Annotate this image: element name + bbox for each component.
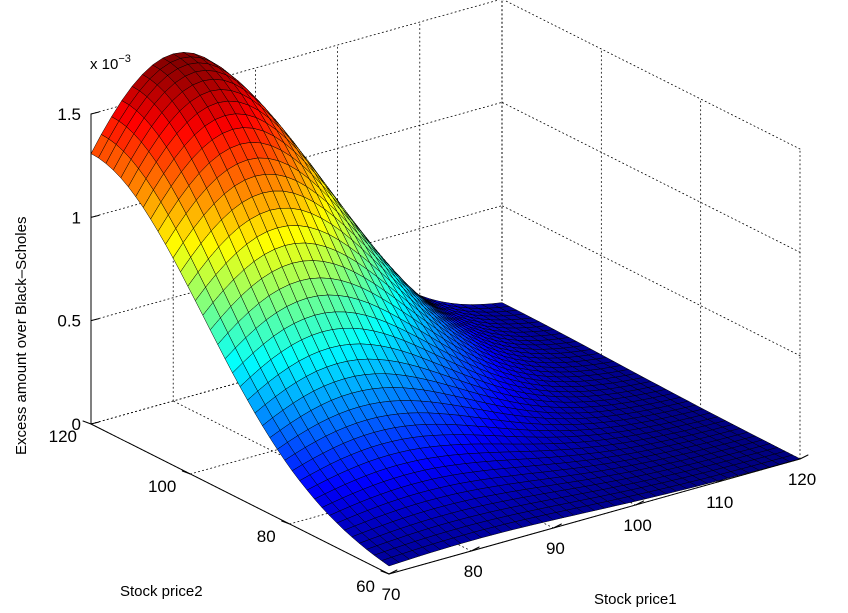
grid-line-y xyxy=(189,358,602,475)
x-tick-label: 100 xyxy=(623,516,651,535)
x-tick-label: 70 xyxy=(382,585,401,604)
z-exponent-power: −3 xyxy=(118,53,131,65)
y-tick-label: 60 xyxy=(356,577,375,596)
z-tick-mark xyxy=(90,111,100,115)
z-tick-label: 1.5 xyxy=(57,105,81,124)
surface-patch xyxy=(782,454,801,462)
z-exponent-label: x 10−3 xyxy=(90,53,131,73)
y-axis-line xyxy=(90,423,390,575)
x-tick-mark xyxy=(388,569,398,575)
x-tick-label: 80 xyxy=(464,562,483,581)
axes xyxy=(82,111,809,575)
z-tick-label: 0 xyxy=(72,415,81,434)
x-tick-label: 90 xyxy=(546,539,565,558)
x-tick-mark xyxy=(799,454,809,460)
z-tick-mark xyxy=(90,421,100,425)
x-tick-mark xyxy=(635,500,645,506)
z-tick-label: 1 xyxy=(72,208,81,227)
grid-line-y xyxy=(90,308,503,425)
y-tick-mark xyxy=(181,470,191,475)
x-axis-label: Stock price1 xyxy=(594,591,677,608)
grid-line-z xyxy=(90,205,503,322)
x-axis-line xyxy=(388,458,801,575)
y-tick-label: 120 xyxy=(49,427,77,446)
grid-line-z xyxy=(501,101,801,253)
x-tick-label: 110 xyxy=(706,493,733,512)
x-tick-mark xyxy=(470,546,480,552)
y-tick-mark xyxy=(380,570,390,575)
surface-mesh xyxy=(90,52,801,567)
y-tick-mark xyxy=(82,420,92,425)
z-tick-label: 0.5 xyxy=(57,312,81,331)
grid-line-z xyxy=(501,205,801,357)
grid-line-z xyxy=(503,0,801,150)
x-tick-mark xyxy=(552,523,562,529)
z-exponent-base: x 10 xyxy=(90,56,118,73)
y-tick-label: 80 xyxy=(257,527,276,546)
y-axis-label: Stock price2 xyxy=(120,583,203,600)
x-tick-label: 120 xyxy=(788,470,816,489)
y-tick-label: 100 xyxy=(148,477,176,496)
z-tick-mark xyxy=(90,318,100,322)
z-axis-label: Excess amount over Black–Scholes xyxy=(13,217,30,455)
z-tick-mark xyxy=(90,214,100,218)
y-tick-mark xyxy=(281,520,291,525)
